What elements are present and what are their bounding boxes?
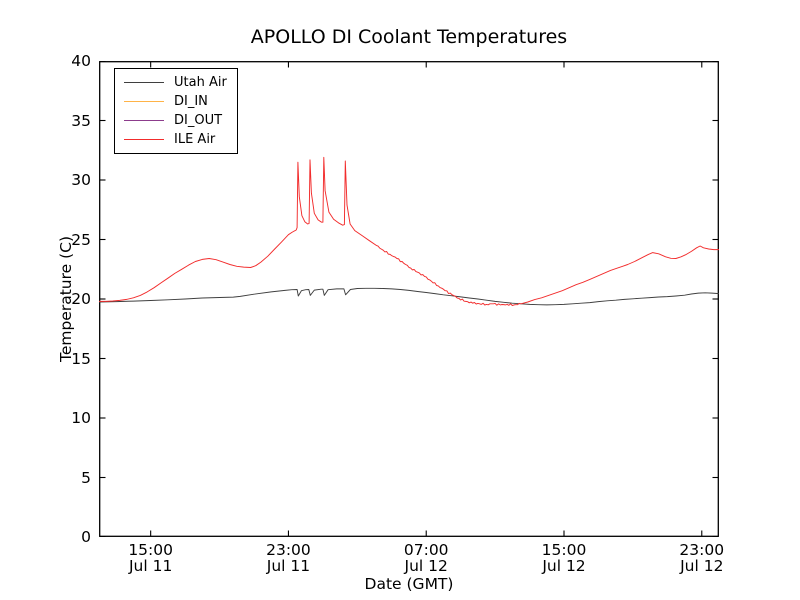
x-tick-time: 07:00 <box>403 541 449 559</box>
legend-item-utah-air: Utah Air <box>124 73 227 92</box>
x-tick-date: Jul 12 <box>680 557 724 575</box>
series-line-utah-air <box>99 287 719 306</box>
y-axis-label: Temperature (C) <box>57 235 75 363</box>
legend-item-di-in: DI_IN <box>124 92 227 111</box>
x-tick-time: 23:00 <box>266 541 311 559</box>
x-tick-time: 15:00 <box>541 541 587 559</box>
legend: Utah Air DI_IN DI_OUT ILE Air <box>114 68 238 154</box>
legend-line-sample <box>124 101 164 102</box>
legend-line-sample <box>124 139 164 140</box>
x-tick-date: Jul 11 <box>128 557 173 575</box>
series-line-ile-air <box>99 156 719 306</box>
legend-label: ILE Air <box>174 132 216 147</box>
legend-item-di-out: DI_OUT <box>124 111 227 130</box>
x-tick-date: Jul 12 <box>542 557 586 575</box>
y-tick-label: 5 <box>81 468 91 487</box>
y-tick-label: 0 <box>81 528 91 546</box>
legend-label: DI_OUT <box>174 113 223 128</box>
plot-svg <box>99 61 719 537</box>
y-tick-label: 15 <box>71 349 91 368</box>
x-tick-label: 23:00 Jul 11 <box>243 542 333 574</box>
y-tick-label: 25 <box>71 230 91 249</box>
y-tick-label: 35 <box>71 111 91 130</box>
chart-title: APOLLO DI Coolant Temperatures <box>250 26 568 48</box>
x-tick-date: Jul 11 <box>266 557 311 575</box>
axes-frame <box>99 61 719 537</box>
plot-area <box>99 61 719 537</box>
y-tick-label: 20 <box>71 290 91 308</box>
x-tick-label: 07:00 Jul 12 <box>381 542 471 574</box>
x-tick-time: 23:00 <box>679 541 725 559</box>
x-tick-label: 23:00 Jul 12 <box>657 542 747 574</box>
x-tick-date: Jul 12 <box>404 557 448 575</box>
legend-line-sample <box>124 82 164 83</box>
legend-label: DI_IN <box>174 94 208 109</box>
x-axis-label: Date (GMT) <box>364 575 454 593</box>
y-tick-label: 30 <box>71 171 91 189</box>
x-tick-label: 15:00 Jul 12 <box>519 542 609 574</box>
legend-label: Utah Air <box>174 75 227 90</box>
x-tick-time: 15:00 <box>128 541 173 559</box>
y-tick-label: 40 <box>71 52 91 70</box>
y-tick-label: 10 <box>71 409 91 427</box>
x-tick-label: 15:00 Jul 11 <box>106 542 196 574</box>
legend-line-sample <box>124 120 164 121</box>
legend-item-ile-air: ILE Air <box>124 130 227 149</box>
